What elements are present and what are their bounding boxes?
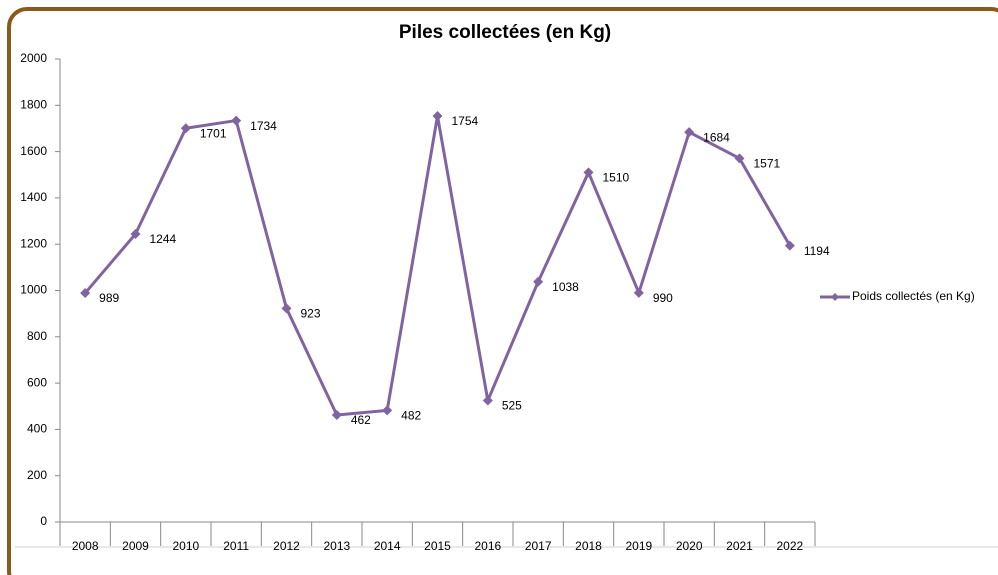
y-tick-label: 600 bbox=[27, 375, 47, 389]
x-tick-label: 2015 bbox=[424, 539, 451, 553]
y-tick-label: 800 bbox=[27, 329, 47, 343]
y-tick-label: 2000 bbox=[20, 51, 47, 65]
y-tick-label: 200 bbox=[27, 468, 47, 482]
x-tick-label: 2008 bbox=[72, 539, 99, 553]
data-point bbox=[80, 288, 91, 299]
x-tick-label: 2013 bbox=[323, 539, 350, 553]
y-tick-label: 400 bbox=[27, 422, 47, 436]
data-label: 1684 bbox=[703, 130, 730, 144]
x-tick-label: 2014 bbox=[374, 539, 401, 553]
legend-label: Poids collectés (en Kg) bbox=[852, 289, 975, 303]
x-tick-label: 2018 bbox=[575, 539, 602, 553]
chart-border bbox=[7, 7, 998, 575]
y-tick-label: 1000 bbox=[20, 283, 47, 297]
x-tick-label: 2011 bbox=[223, 539, 249, 553]
x-tick-label: 2021 bbox=[726, 539, 753, 553]
data-label: 1244 bbox=[150, 232, 177, 246]
data-label: 1701 bbox=[200, 126, 227, 140]
y-tick-label: 1600 bbox=[20, 144, 47, 158]
x-tick-label: 2010 bbox=[172, 539, 199, 553]
data-point bbox=[734, 153, 745, 164]
data-point bbox=[633, 287, 644, 298]
data-label: 1194 bbox=[804, 244, 830, 258]
data-label: 1038 bbox=[552, 280, 579, 294]
data-label: 482 bbox=[401, 409, 421, 423]
y-tick-label: 1800 bbox=[20, 97, 47, 111]
data-point bbox=[533, 276, 544, 287]
x-tick-label: 2017 bbox=[525, 539, 552, 553]
data-label: 1510 bbox=[603, 171, 630, 185]
data-point bbox=[583, 167, 594, 178]
x-tick-label: 2020 bbox=[676, 539, 703, 553]
data-point bbox=[130, 229, 141, 240]
data-point bbox=[432, 110, 443, 121]
data-point bbox=[382, 405, 393, 416]
data-point bbox=[281, 303, 292, 314]
data-label: 990 bbox=[653, 291, 673, 305]
data-label: 1754 bbox=[452, 114, 479, 128]
data-label: 525 bbox=[502, 399, 522, 413]
y-tick-label: 0 bbox=[40, 514, 47, 528]
data-label: 923 bbox=[301, 306, 321, 320]
x-tick-label: 2019 bbox=[625, 539, 652, 553]
data-point bbox=[482, 395, 493, 406]
x-tick-label: 2016 bbox=[474, 539, 501, 553]
data-point bbox=[684, 127, 695, 138]
y-tick-label: 1200 bbox=[20, 236, 47, 250]
chart-title: Piles collectées (en Kg) bbox=[399, 22, 611, 43]
data-label: 1734 bbox=[250, 119, 277, 133]
data-label: 989 bbox=[99, 291, 119, 305]
data-label: 1571 bbox=[754, 156, 781, 170]
legend-marker bbox=[831, 293, 839, 301]
x-tick-label: 2009 bbox=[122, 539, 149, 553]
data-point bbox=[180, 123, 191, 134]
y-tick-label: 1400 bbox=[20, 190, 47, 204]
data-point bbox=[231, 115, 242, 126]
x-tick-label: 2022 bbox=[776, 539, 803, 553]
data-label: 462 bbox=[351, 413, 371, 427]
data-point bbox=[784, 240, 795, 251]
x-tick-label: 2012 bbox=[273, 539, 300, 553]
data-point bbox=[331, 410, 342, 421]
